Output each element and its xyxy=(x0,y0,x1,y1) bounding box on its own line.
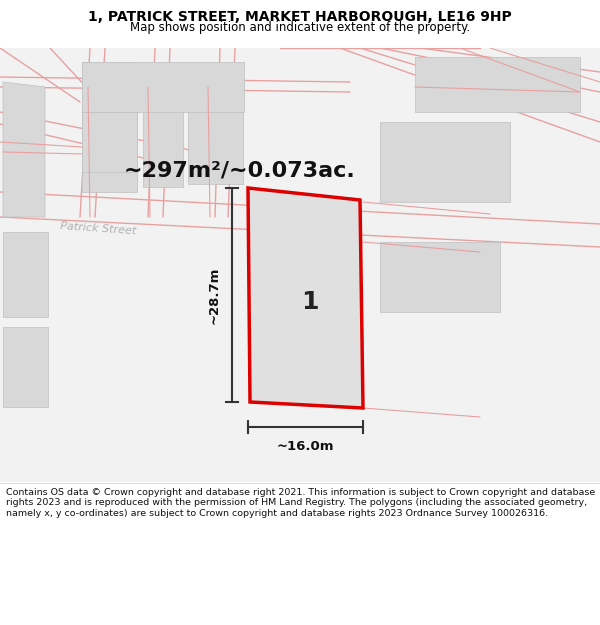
Bar xyxy=(82,62,137,192)
Text: 1: 1 xyxy=(301,290,319,314)
Polygon shape xyxy=(3,82,45,217)
Bar xyxy=(188,74,243,184)
Bar xyxy=(82,62,244,112)
Bar xyxy=(3,327,48,407)
Text: 1, PATRICK STREET, MARKET HARBOROUGH, LE16 9HP: 1, PATRICK STREET, MARKET HARBOROUGH, LE… xyxy=(88,9,512,24)
Text: ~16.0m: ~16.0m xyxy=(277,441,334,454)
Bar xyxy=(380,122,510,202)
Polygon shape xyxy=(248,188,363,408)
Text: Map shows position and indicative extent of the property.: Map shows position and indicative extent… xyxy=(130,21,470,34)
Text: Patrick: Patrick xyxy=(260,198,296,211)
Text: Contains OS data © Crown copyright and database right 2021. This information is : Contains OS data © Crown copyright and d… xyxy=(6,488,595,518)
Bar xyxy=(3,232,48,317)
Text: Patrick Street: Patrick Street xyxy=(60,221,137,237)
Bar xyxy=(415,57,580,112)
Bar xyxy=(82,112,137,172)
Bar xyxy=(380,242,500,312)
Text: ~28.7m: ~28.7m xyxy=(208,266,221,324)
Bar xyxy=(143,87,183,187)
Text: ~297m²/~0.073ac.: ~297m²/~0.073ac. xyxy=(124,160,356,180)
